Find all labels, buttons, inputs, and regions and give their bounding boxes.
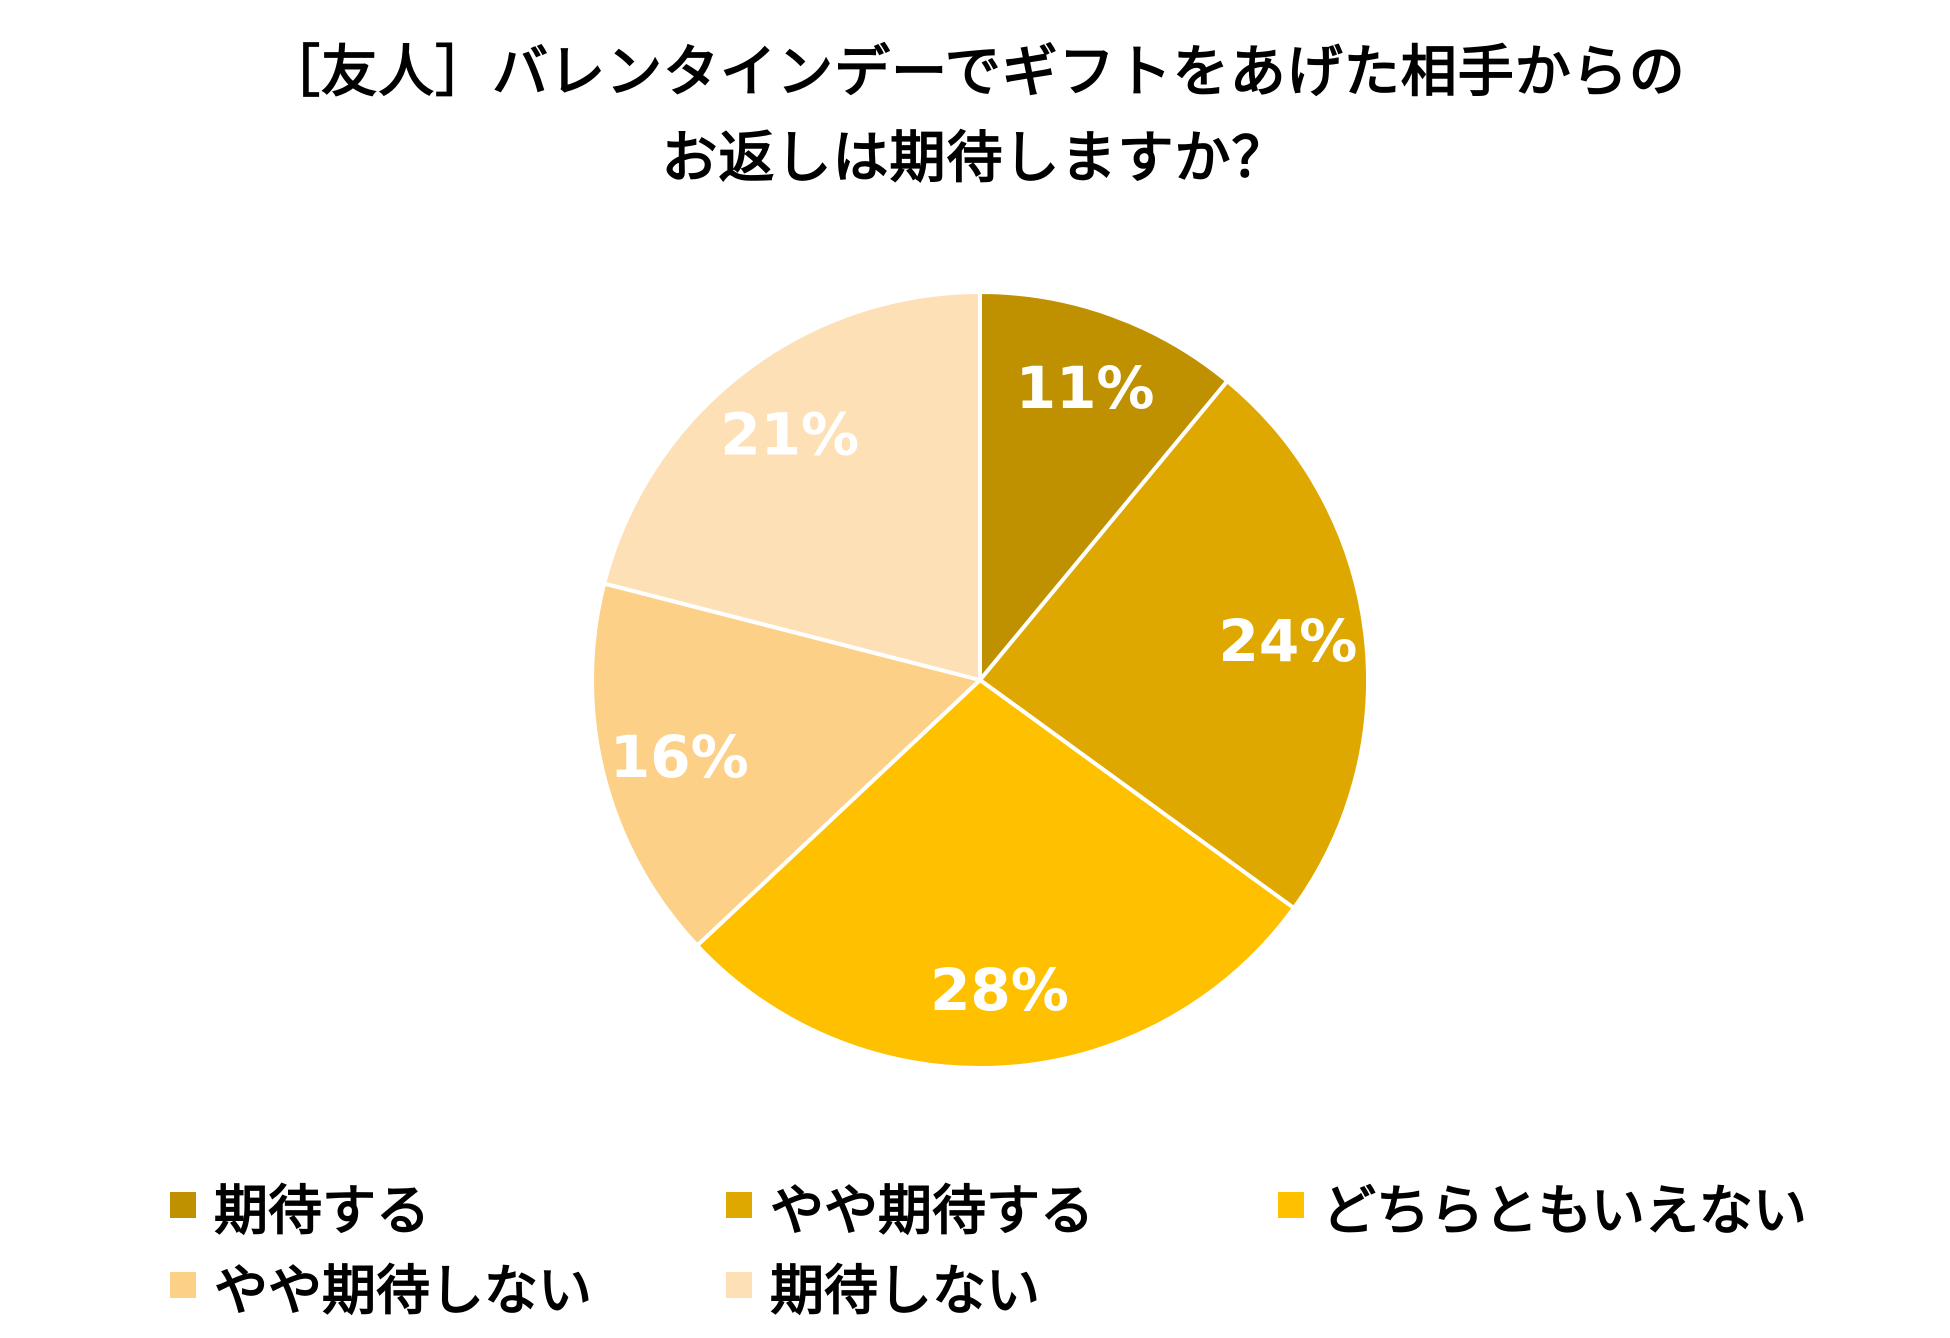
legend-label-somewhat-not-expect: やや期待しない [214, 1258, 592, 1322]
pie-slice-expect [978, 290, 1230, 682]
pie-slices [590, 290, 1371, 1070]
legend-item-expect: 期待する [170, 1170, 430, 1242]
legend-item-neutral: どちらともいえない [1278, 1170, 1807, 1242]
legend-label-not-expect: 期待しない [770, 1258, 1040, 1322]
legend-item-somewhat-expect: やや期待する [726, 1170, 1094, 1242]
data-label-somewhat-not-expect: 16% [610, 723, 749, 791]
legend-swatch-neutral [1278, 1192, 1304, 1218]
chart-title: ［友人］バレンタインデーでギフトをあげた相手からの お返しは期待しますか？ [0, 30, 1950, 202]
legend-item-not-expect: 期待しない [726, 1250, 1040, 1322]
legend-label-neutral: どちらともいえない [1322, 1178, 1807, 1242]
chart-title-line-1: ［友人］バレンタインデーでギフトをあげた相手からの [264, 40, 1686, 105]
pie-slice-somewhat-expect [978, 379, 1371, 911]
data-label-somewhat-expect: 24% [1219, 607, 1358, 675]
pie-slice-not-expect [602, 290, 982, 682]
legend-swatch-somewhat-not-expect [170, 1272, 196, 1298]
legend-label-somewhat-expect: やや期待する [770, 1178, 1094, 1242]
legend-swatch-expect [170, 1192, 196, 1218]
pie-data-labels: 11% 24% 28% 16% 21% [610, 354, 1357, 1024]
pie-slice-somewhat-not-expect [590, 581, 982, 948]
data-label-expect: 11% [1016, 354, 1155, 422]
pie-slice-neutral [695, 678, 1296, 1070]
legend-swatch-somewhat-expect [726, 1192, 752, 1218]
legend-item-somewhat-not-expect: やや期待しない [170, 1250, 592, 1322]
data-label-neutral: 28% [930, 956, 1069, 1024]
legend-label-expect: 期待する [214, 1178, 430, 1242]
chart-title-line-2: お返しは期待しますか？ [661, 126, 1289, 191]
legend-swatch-not-expect [726, 1272, 752, 1298]
data-label-not-expect: 21% [720, 401, 859, 469]
